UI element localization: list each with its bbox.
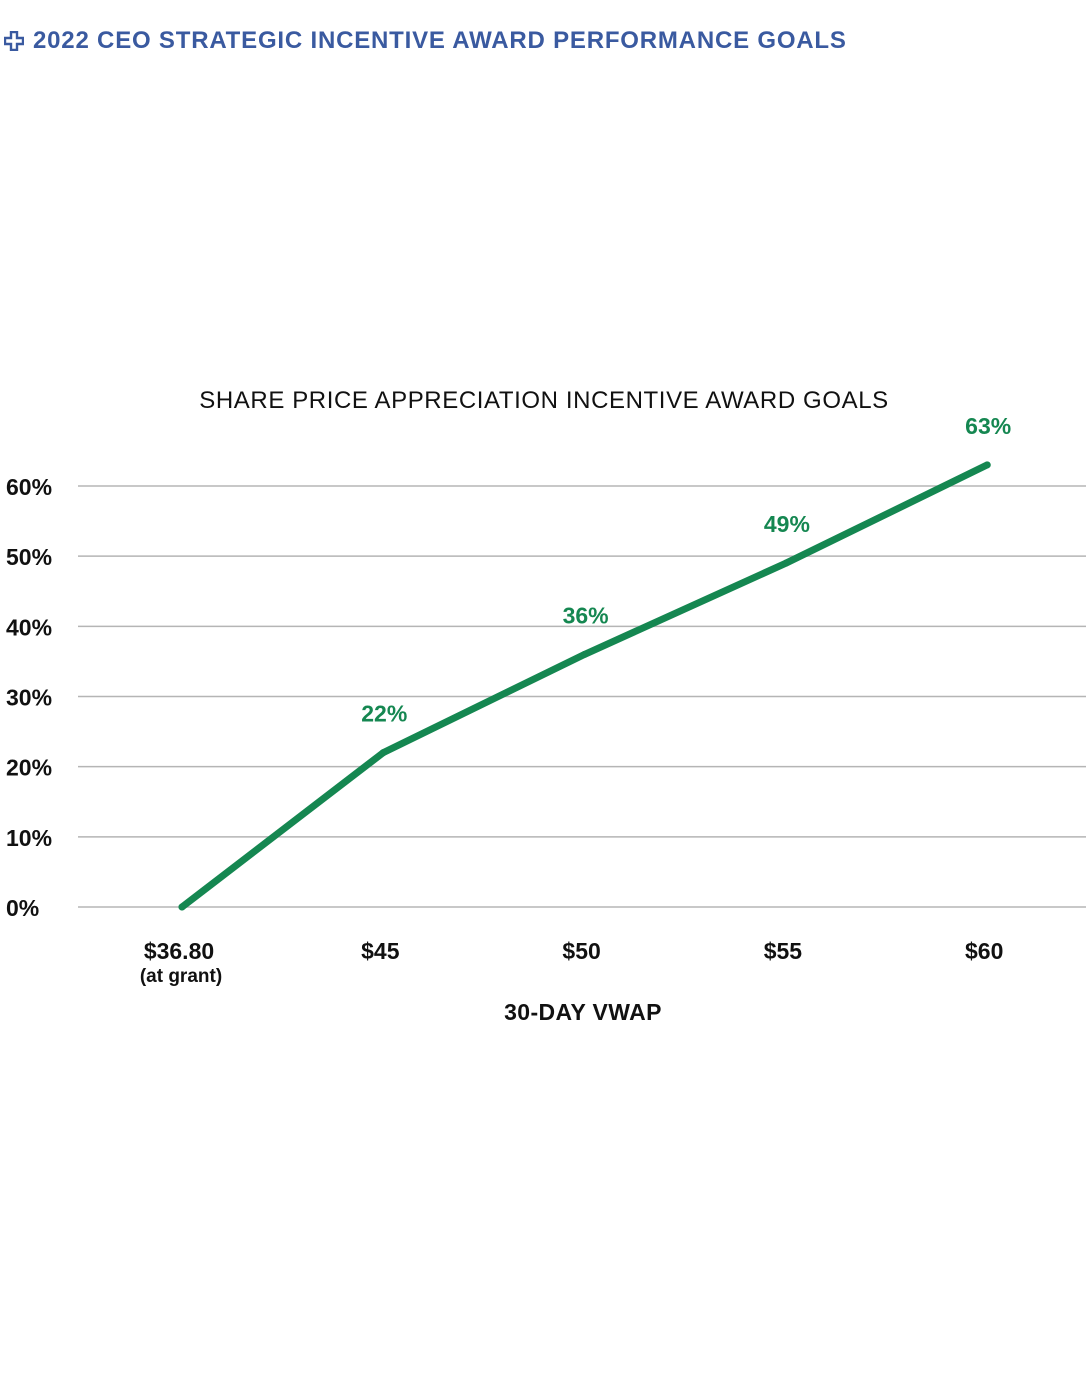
series-line bbox=[178, 461, 991, 911]
series-line-path bbox=[178, 461, 991, 911]
data-point bbox=[782, 559, 790, 567]
data-point bbox=[379, 749, 387, 757]
y-tick-label: 40% bbox=[6, 614, 52, 640]
y-axis-ticks: 0% 10% 20% 30% 40% 50% 60% bbox=[6, 474, 52, 921]
page-header: 2022 CEO STRATEGIC INCENTIVE AWARD PERFO… bbox=[4, 27, 847, 55]
x-tick-label: $55 bbox=[764, 938, 803, 964]
data-label: 63% bbox=[965, 413, 1011, 439]
y-tick-label: 0% bbox=[6, 895, 39, 921]
y-tick-label: 50% bbox=[6, 544, 52, 570]
y-tick-label: 30% bbox=[6, 685, 52, 711]
x-tick-label: $45 bbox=[361, 938, 400, 964]
data-point bbox=[178, 903, 186, 911]
x-tick-label: $36.80 bbox=[144, 938, 214, 964]
data-label: 22% bbox=[361, 701, 407, 727]
data-label: 49% bbox=[764, 511, 810, 537]
gridlines bbox=[78, 485, 1086, 908]
data-labels: 22% 36% 49% 63% bbox=[361, 413, 1011, 727]
y-tick-label: 20% bbox=[6, 755, 52, 781]
y-tick-label: 10% bbox=[6, 825, 52, 851]
data-point bbox=[983, 461, 991, 469]
x-axis-ticks: $36.80(at grant) $45 $50 $55 $60 bbox=[140, 938, 1004, 987]
x-tick-sublabel: (at grant) bbox=[140, 966, 222, 987]
data-label: 36% bbox=[563, 602, 609, 628]
y-tick-label: 60% bbox=[6, 474, 52, 500]
x-tick-label: $50 bbox=[562, 938, 600, 964]
plus-cross-icon bbox=[4, 31, 24, 51]
page-title: 2022 CEO STRATEGIC INCENTIVE AWARD PERFO… bbox=[33, 27, 847, 54]
chart-title: SHARE PRICE APPRECIATION INCENTIVE AWARD… bbox=[199, 387, 889, 414]
x-tick-label: $60 bbox=[965, 938, 1003, 964]
x-axis-label: 30-DAY VWAP bbox=[504, 999, 662, 1025]
data-point bbox=[581, 650, 589, 658]
